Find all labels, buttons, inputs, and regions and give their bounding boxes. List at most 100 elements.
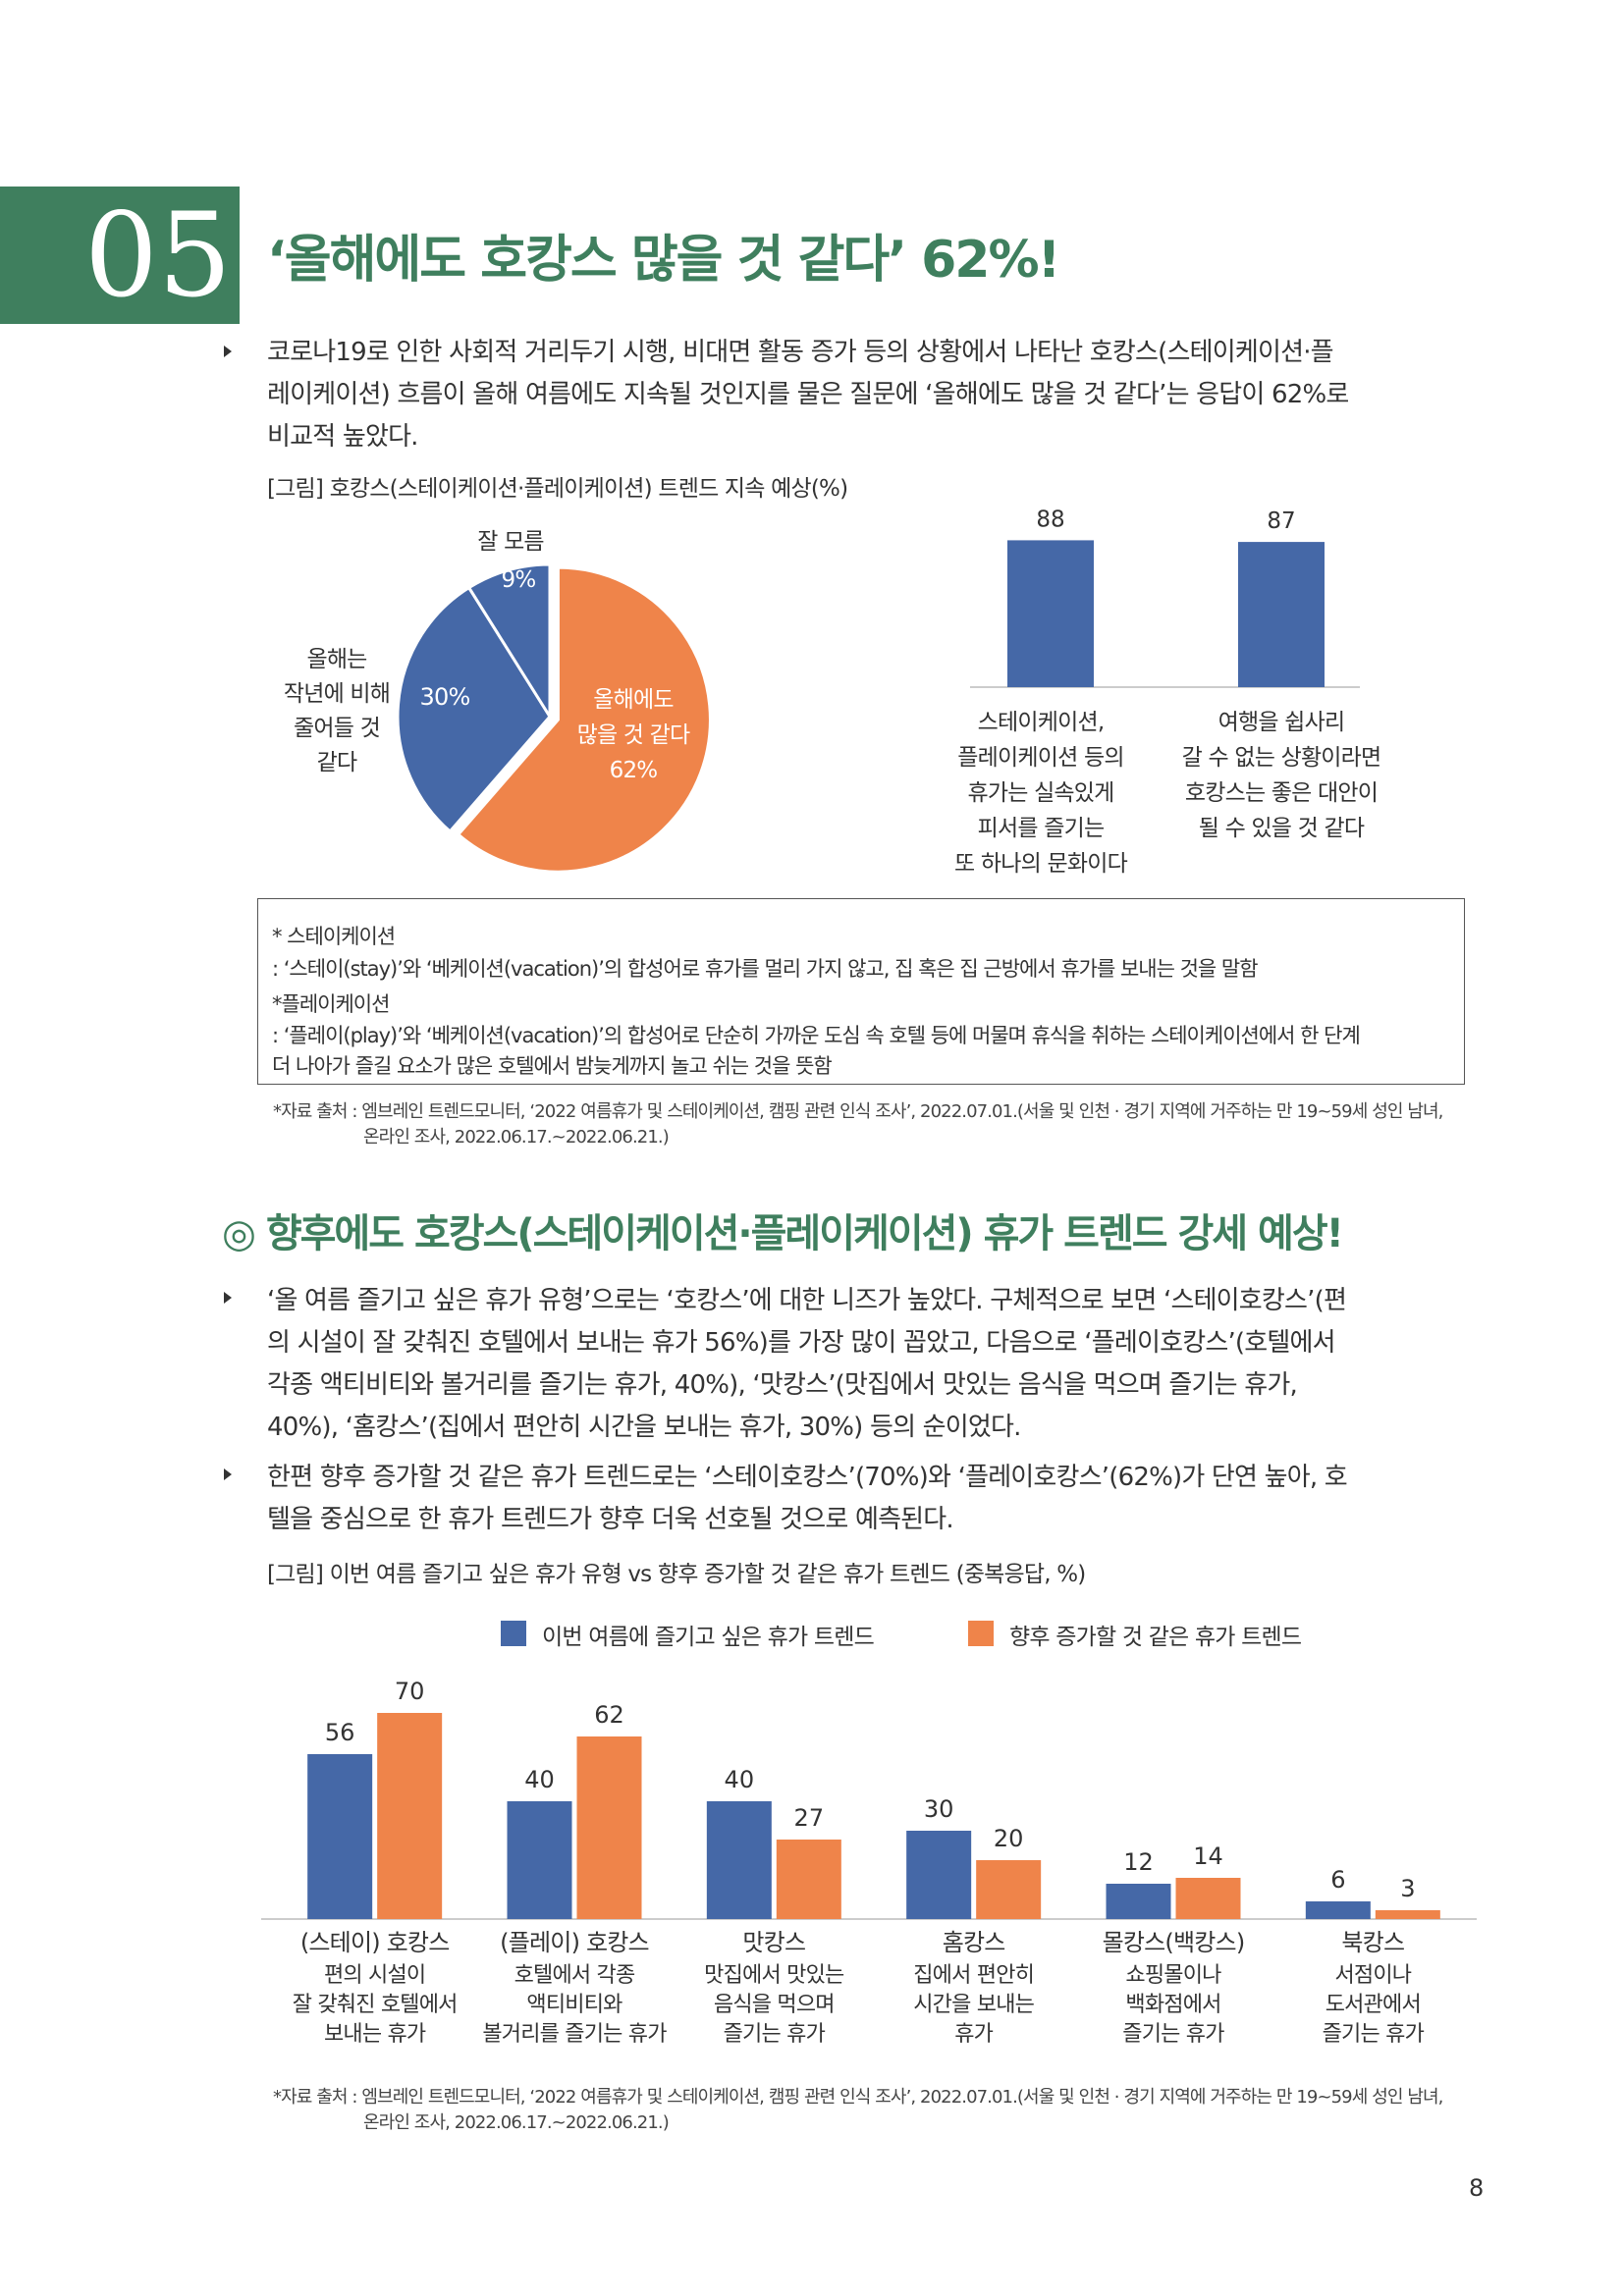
pie-slice-less xyxy=(396,585,552,834)
bar-future-trend xyxy=(576,1736,642,1919)
bar-category-line: 피서를 즐기는 xyxy=(977,816,1105,841)
bar-value-label: 27 xyxy=(794,1804,825,1832)
category-column: 몰캉스(백캉스) 쇼핑몰이나 백화점에서 즐기는 휴가 xyxy=(1073,1926,1272,2050)
pie-label-less: 올해는 작년에 비해 줄어들 것 같다 xyxy=(263,643,410,780)
source-note: *자료 출처 : 엠브레인 트렌드모니터, ‘2022 여름휴가 및 스테이케이… xyxy=(273,2087,1443,2108)
bar-future-trend xyxy=(1175,1878,1241,1919)
bar-future-trend xyxy=(976,1860,1042,1919)
category-description-line: 편의 시설이 xyxy=(323,1963,426,1988)
category-description-line: 휴가 xyxy=(954,2022,994,2047)
pie-slice-unknown xyxy=(466,562,552,722)
bar-value-label: 70 xyxy=(395,1678,425,1705)
bar xyxy=(1007,540,1094,687)
category-description-line: 쇼핑몰이나 xyxy=(1125,1963,1221,1988)
figure-caption: [그림] 이번 여름 즐기고 싶은 휴가 유형 vs 향후 증가할 것 같은 휴… xyxy=(267,1562,1086,1587)
source-note: 온라인 조사, 2022.06.17.~2022.06.21.) xyxy=(363,2112,670,2133)
category-description-line: 시간을 보내는 xyxy=(913,1993,1035,2017)
bar-value-label: 40 xyxy=(725,1766,755,1793)
bar-value-label: 12 xyxy=(1123,1848,1154,1876)
bar-value-label: 6 xyxy=(1330,1866,1345,1894)
paragraph-line: 레이케이션) 흐름이 올해 여름에도 지속될 것인지를 물은 질문에 ‘올해에도… xyxy=(267,380,1349,409)
pie-label-line: 올해에도 xyxy=(593,687,674,713)
page-number: 8 xyxy=(1469,2174,1485,2202)
category-description-line: 음식을 먹으며 xyxy=(713,1993,836,2017)
vacation-trend-bar-chart: 56 70 40 62 40 27 30 20 12 14 6 3 xyxy=(261,1678,1477,1920)
pie-label-line: 올해는 xyxy=(306,647,367,672)
note-line: : ‘플레이(play)’와 ‘베케이션(vacation)’의 합성어로 단순… xyxy=(272,1024,1361,1047)
bar-value-label: 56 xyxy=(325,1719,355,1746)
legend-label: 이번 여름에 즐기고 싶은 휴가 트렌드 xyxy=(542,1625,875,1650)
pie-label-line: 62% xyxy=(609,758,659,783)
category-description-line: 잘 갖춰진 호텔에서 xyxy=(292,1993,459,2017)
figure-caption: [그림] 호캉스(스테이케이션·플레이케이션) 트렌드 지속 예상(%) xyxy=(267,476,848,502)
bar xyxy=(1238,542,1325,687)
bar-value-label: 14 xyxy=(1193,1842,1223,1870)
note-line: * 스테이케이션 xyxy=(272,925,396,948)
category-description-line: 도서관에서 xyxy=(1325,1993,1422,2017)
category-description-line: 즐기는 휴가 xyxy=(1322,2022,1425,2047)
agreement-bar-chart: 88 87 xyxy=(970,507,1360,688)
paragraph-line: 40%), ‘홈캉스’(집에서 편안히 시간을 보내는 휴가, 30%) 등의 … xyxy=(267,1413,1021,1442)
bar-future-trend xyxy=(377,1713,443,1919)
category-description-line: 맛집에서 맛있는 xyxy=(704,1963,844,1988)
section-number: 05 xyxy=(83,187,232,323)
paragraph-line: 비교적 높았다. xyxy=(267,422,418,452)
bullet-icon xyxy=(224,1292,232,1304)
source-note: *자료 출처 : 엠브레인 트렌드모니터, ‘2022 여름휴가 및 스테이케이… xyxy=(273,1101,1443,1122)
category-label: (플레이) 호캉스 xyxy=(500,1929,649,1956)
bar-this-summer xyxy=(1305,1901,1371,1919)
bar-value-label: 62 xyxy=(594,1701,624,1729)
paragraph-line: 텔을 중심으로 한 휴가 트렌드가 향후 더욱 선호될 것으로 예측된다. xyxy=(267,1505,954,1534)
subsection-title: ◎ 향후에도 호캉스(스테이케이션·플레이케이션) 휴가 트렌드 강세 예상! xyxy=(222,1211,1344,1256)
bar-category-line: 호캉스는 좋은 대안이 xyxy=(1184,780,1379,806)
section-number-box: 05 xyxy=(0,187,240,324)
bar-category-line: 갈 수 없는 상황이라면 xyxy=(1181,745,1382,771)
section-title: ‘올해에도 호캉스 많을 것 같다’ 62%! xyxy=(267,231,1060,290)
bar-this-summer xyxy=(507,1801,572,1919)
category-label: 북캉스 xyxy=(1341,1929,1405,1956)
category-description-line: 보내는 휴가 xyxy=(323,2022,426,2047)
pie-pct-less: 30% xyxy=(419,683,471,711)
pie-label-line: 같다 xyxy=(316,750,358,775)
legend-swatch-orange xyxy=(968,1621,994,1646)
definition-note-box: * 스테이케이션 : ‘스테이(stay)’와 ‘베케이션(vacation)’… xyxy=(257,898,1465,1085)
category-label: (스테이) 호캉스 xyxy=(299,1929,450,1956)
bar-value-label: 87 xyxy=(1267,508,1295,534)
category-description-line: 호텔에서 각종 xyxy=(514,1963,636,1988)
bar-value-label: 20 xyxy=(994,1825,1024,1852)
bar-category-line: 여행을 쉽사리 xyxy=(1217,710,1345,735)
paragraph-line: 각종 액티비티와 볼거리를 즐기는 휴가, 40%), ‘맛캉스’(맛집에서 맛… xyxy=(267,1370,1298,1400)
pie-label-line: 줄어들 것 xyxy=(294,716,381,741)
bar-this-summer xyxy=(307,1754,373,1919)
paragraph-line: ‘올 여름 즐기고 싶은 휴가 유형’으로는 ‘호캉스’에 대한 니즈가 높았다… xyxy=(267,1286,1347,1315)
legend-swatch-blue xyxy=(501,1621,526,1646)
category-description-line: 집에서 편안히 xyxy=(913,1963,1035,1988)
pie-pct-unknown: 9% xyxy=(501,567,537,593)
category-description-line: 즐기는 휴가 xyxy=(1122,2022,1224,2047)
category-description-line: 백화점에서 xyxy=(1125,1993,1221,2017)
bar-this-summer xyxy=(1106,1884,1171,1919)
pie-chart xyxy=(396,562,712,874)
category-description-line: 즐기는 휴가 xyxy=(723,2022,826,2047)
pie-slice-more xyxy=(456,565,712,874)
bar-this-summer xyxy=(706,1801,772,1919)
category-label: 홈캉스 xyxy=(942,1929,1006,1956)
bar-value-label: 3 xyxy=(1400,1875,1415,1902)
paragraph-line: 코로나19로 인한 사회적 거리두기 시행, 비대면 활동 증가 등의 상황에서… xyxy=(267,338,1334,367)
category-description-line: 서점이나 xyxy=(1334,1963,1412,1988)
intro-paragraph: 코로나19로 인한 사회적 거리두기 시행, 비대면 활동 증가 등의 상황에서… xyxy=(267,332,1349,458)
bar-category-line: 될 수 있을 것 같다 xyxy=(1198,816,1365,841)
paragraph-line: 의 시설이 잘 갖춰진 호텔에서 보내는 휴가 56%)를 가장 많이 꼽았고,… xyxy=(267,1328,1336,1358)
trend-paragraph-2: 한편 향후 증가할 것 같은 휴가 트렌드로는 ‘스테이호캉스’(70%)와 ‘… xyxy=(267,1457,1348,1541)
bar-this-summer xyxy=(906,1831,972,1919)
bar-future-trend xyxy=(776,1840,841,1919)
pie-label-unknown: 잘 모름 xyxy=(477,529,544,555)
bar-category-line: 스테이케이션, xyxy=(977,710,1105,735)
bar-category-line: 휴가는 실속있게 xyxy=(967,780,1114,806)
bar-future-trend xyxy=(1375,1910,1440,1919)
bar-category-label: 여행을 쉽사리 갈 수 없는 상황이라면 호캉스는 좋은 대안이 될 수 있을 … xyxy=(1159,705,1404,846)
